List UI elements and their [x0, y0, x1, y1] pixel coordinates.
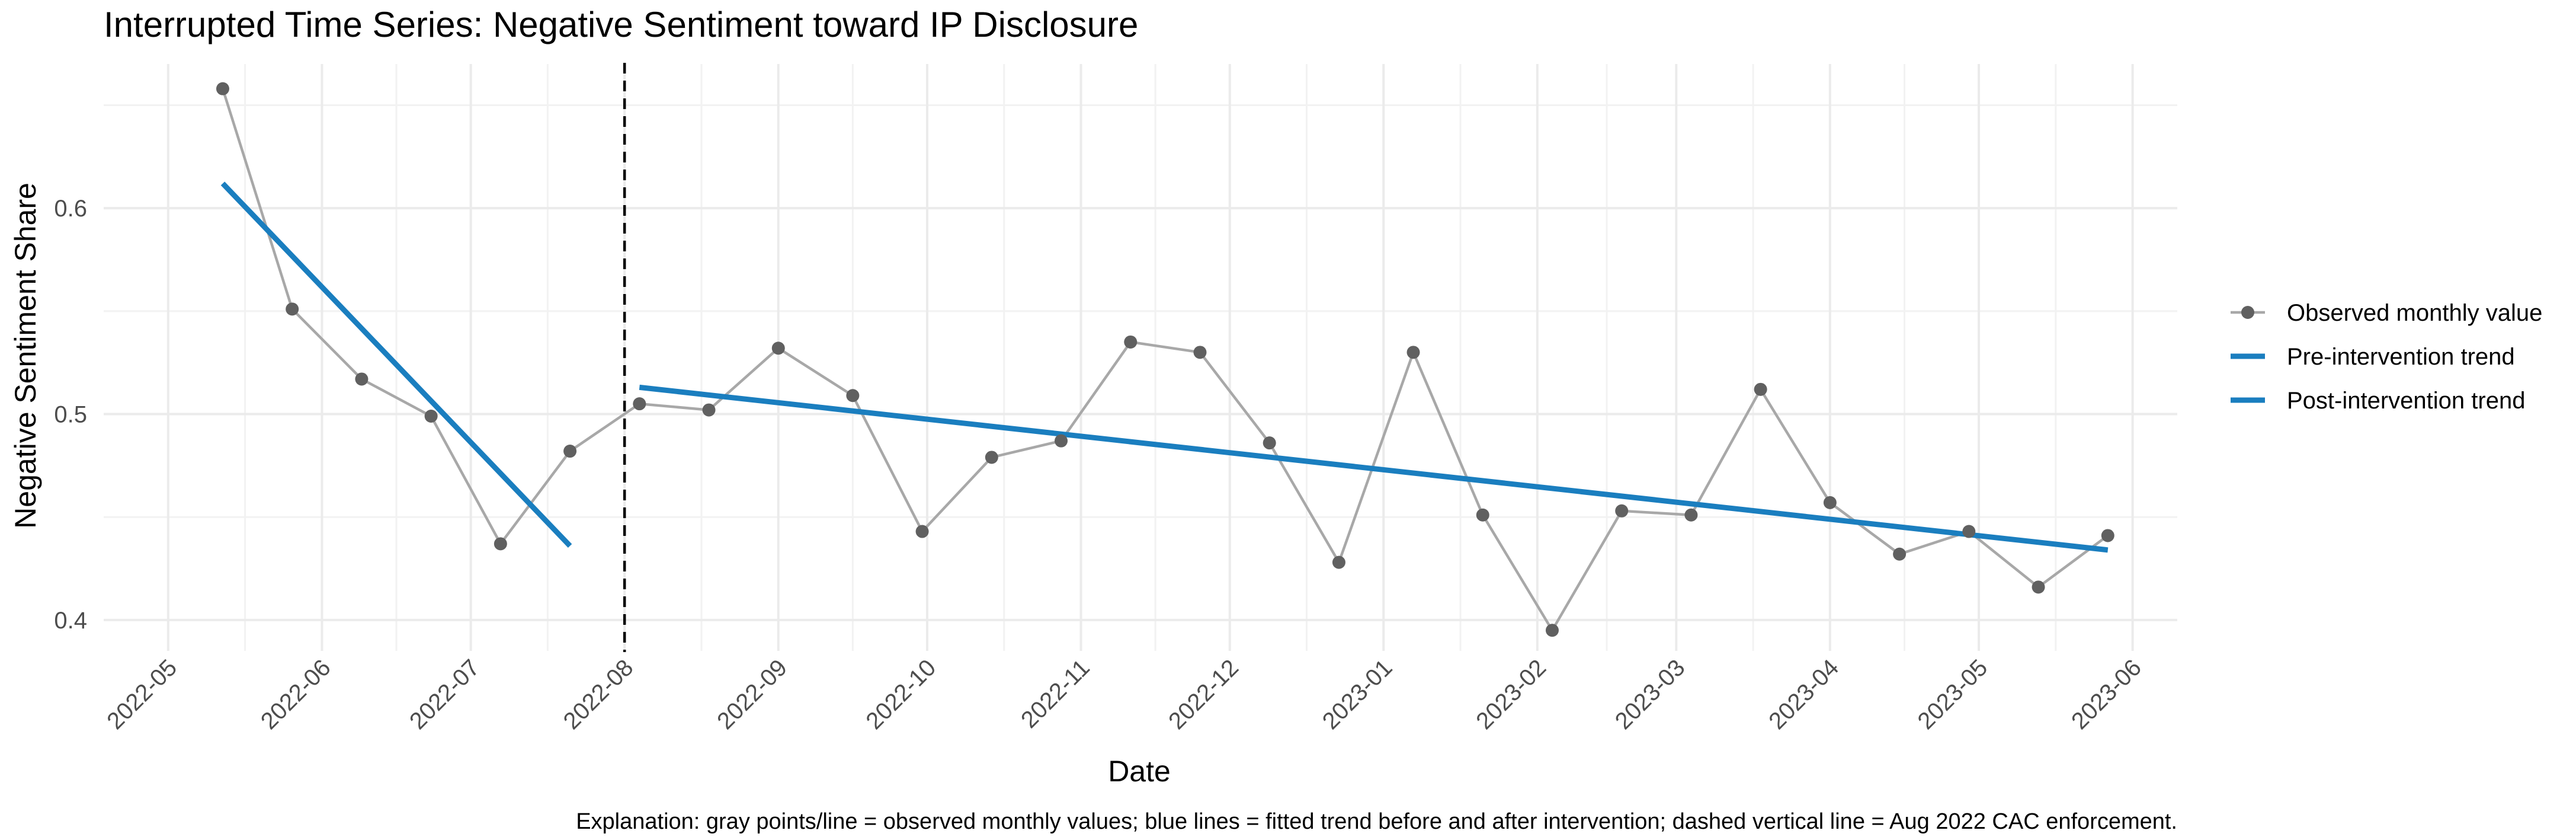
observed-point	[633, 397, 646, 411]
x-tick-label: 2022-10	[861, 654, 941, 734]
observed-series-points	[216, 82, 2114, 637]
observed-point	[1615, 504, 1629, 518]
y-tick-label: 0.6	[54, 196, 87, 222]
x-tick-label: 2023-05	[1912, 654, 1992, 734]
y-tick-label: 0.4	[54, 608, 87, 634]
observed-point	[424, 410, 438, 423]
observed-point	[494, 537, 507, 551]
x-tick-label: 2022-12	[1164, 654, 1244, 734]
observed-series-line	[221, 88, 2109, 633]
observed-point	[355, 372, 369, 386]
x-tick-label: 2022-11	[1016, 654, 1095, 733]
observed-point	[771, 341, 785, 355]
observed-point	[985, 451, 998, 464]
observed-point	[1476, 508, 1489, 522]
observed-line	[221, 88, 2109, 633]
grid	[104, 64, 2177, 651]
legend-observed-marker	[2241, 306, 2254, 319]
observed-point	[1263, 436, 1276, 450]
x-tick-label: 2022-09	[712, 654, 792, 734]
observed-point	[1962, 525, 1976, 538]
legend: Observed monthly value Pre-intervention t…	[2231, 300, 2542, 414]
axes: 0.4 0.5 0.6 2022-05 2022-06 2022-07 2022-08 202…	[54, 196, 2146, 734]
observed-point	[2032, 580, 2045, 594]
y-tick-label: 0.5	[54, 402, 87, 428]
observed-point	[1055, 434, 1068, 448]
observed-point	[2101, 529, 2114, 542]
legend-label: Post-intervention trend	[2287, 388, 2525, 414]
observed-point	[1823, 496, 1837, 509]
x-tick-label: 2023-04	[1764, 654, 1844, 734]
x-tick-label: 2023-03	[1610, 654, 1690, 734]
trend-lines	[220, 181, 2109, 553]
x-tick-label: 2022-05	[102, 654, 182, 734]
legend-label: Observed monthly value	[2287, 300, 2542, 326]
pre-intervention-trend-line	[220, 181, 572, 548]
observed-point	[563, 445, 577, 458]
x-axis-label: Date	[1108, 755, 1171, 788]
x-tick-label: 2023-02	[1471, 654, 1551, 734]
chart-caption: Explanation: gray points/line = observed…	[576, 809, 2177, 834]
observed-point	[915, 525, 929, 538]
observed-point	[286, 302, 299, 316]
observed-point	[1193, 346, 1207, 359]
legend-label: Pre-intervention trend	[2287, 344, 2515, 370]
observed-point	[216, 82, 229, 95]
x-tick-label: 2022-07	[405, 654, 485, 734]
x-tick-label: 2022-08	[559, 654, 639, 734]
observed-point	[1754, 382, 1767, 396]
y-axis-label: Negative Sentiment Share	[9, 183, 42, 529]
x-tick-label: 2023-06	[2066, 654, 2146, 734]
post-intervention-trend-line	[639, 384, 2109, 553]
observed-point	[1545, 624, 1559, 637]
observed-point	[1406, 346, 1420, 359]
observed-point	[1124, 335, 1138, 349]
chart-title: Interrupted Time Series: Negative Sentim…	[104, 5, 1138, 44]
observed-point	[1332, 555, 1345, 569]
x-tick-label: 2022-06	[256, 654, 336, 734]
observed-point	[1684, 508, 1698, 522]
observed-point	[846, 389, 860, 403]
x-tick-label: 2023-01	[1318, 654, 1398, 734]
observed-point	[702, 403, 716, 417]
observed-point	[1893, 547, 1907, 561]
